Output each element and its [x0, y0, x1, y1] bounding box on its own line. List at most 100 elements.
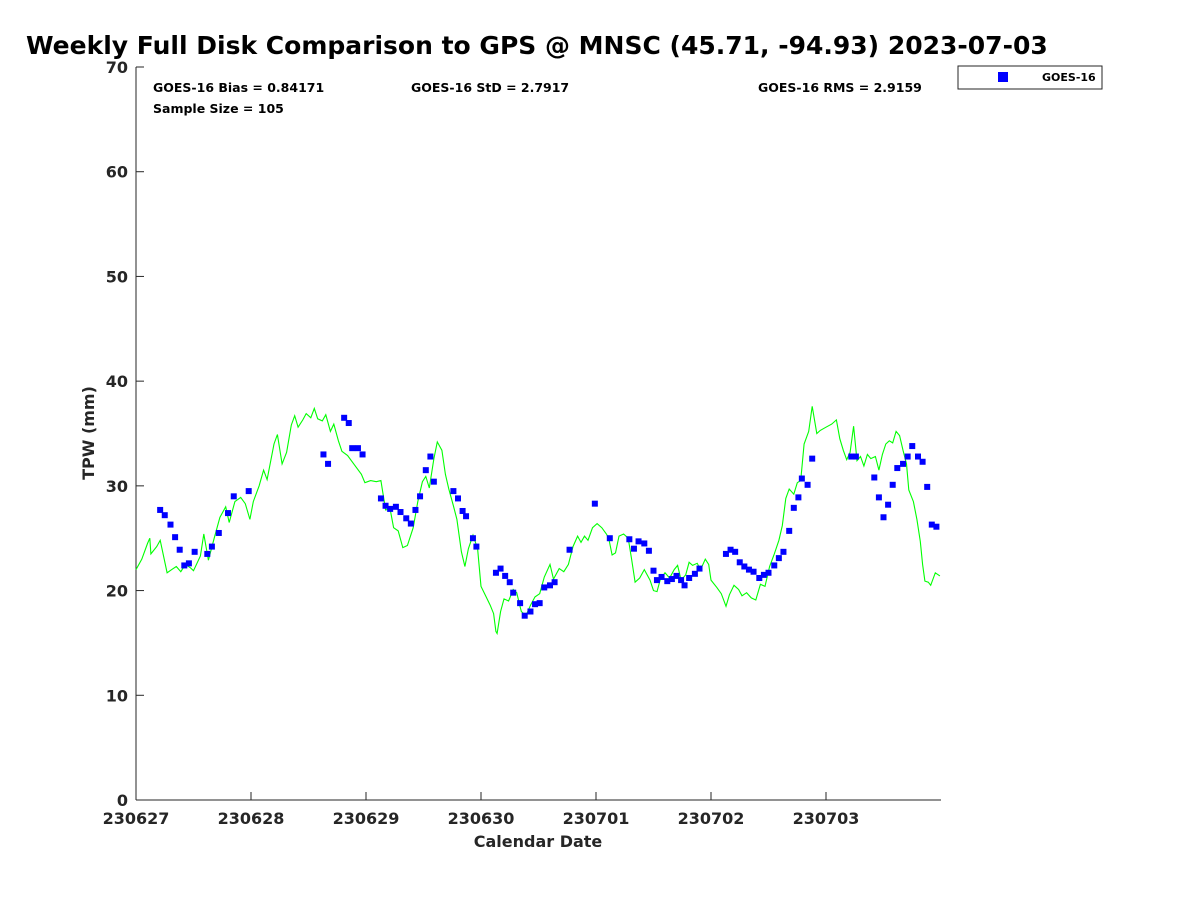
chart-title: Weekly Full Disk Comparison to GPS @ MNS… — [26, 31, 1048, 60]
goes16-point — [341, 414, 348, 421]
goes16-point — [780, 548, 787, 555]
goes16-point — [919, 458, 926, 465]
goes16-point — [875, 494, 882, 501]
goes16-point — [377, 495, 384, 502]
goes16-point — [900, 460, 907, 467]
goes16-point — [727, 546, 734, 553]
stat-sample-size: Sample Size = 105 — [153, 101, 284, 116]
goes16-point — [181, 562, 188, 569]
x-tick-label: 230630 — [448, 809, 515, 828]
goes16-point — [517, 600, 524, 607]
goes16-point — [407, 520, 414, 527]
goes16-point — [551, 579, 558, 586]
goes16-point — [527, 608, 534, 615]
goes16-point — [904, 453, 911, 460]
goes16-point — [387, 505, 394, 512]
goes16-point — [736, 559, 743, 566]
goes16-point — [566, 546, 573, 553]
y-tick-label: 40 — [106, 372, 128, 391]
goes16-point — [473, 543, 480, 550]
goes16-point — [645, 547, 652, 554]
goes16-point — [208, 543, 215, 550]
goes16-point — [510, 589, 517, 596]
x-ticks: 230627 230628 230629 230630 230701 230702 2307… — [103, 792, 860, 828]
goes16-point — [359, 451, 366, 458]
goes16-point — [397, 509, 404, 516]
goes16-point — [502, 572, 509, 579]
goes16-point — [455, 495, 461, 502]
goes16-point — [167, 521, 174, 528]
goes16-point — [871, 474, 878, 481]
goes16-point — [176, 546, 183, 553]
x-tick-label: 230702 — [678, 809, 745, 828]
goes16-point — [889, 481, 896, 488]
goes16-point — [641, 540, 648, 547]
goes16-point — [161, 512, 168, 519]
goes16-point — [225, 510, 231, 517]
goes16-point — [422, 467, 429, 474]
stat-bias: GOES-16 Bias = 0.84171 — [153, 80, 324, 95]
goes16-point — [382, 502, 389, 509]
goes16-point — [650, 567, 657, 574]
goes16-point — [157, 506, 164, 513]
goes16-point — [417, 493, 424, 500]
goes16-point — [412, 506, 419, 513]
legend-marker-goes16 — [998, 72, 1008, 82]
goes16-point — [765, 569, 772, 576]
goes16-point — [215, 529, 222, 536]
goes16-point — [547, 582, 553, 589]
goes16-point — [245, 488, 252, 495]
x-tick-label: 230703 — [793, 809, 860, 828]
goes16-point — [204, 550, 211, 557]
y-tick-label: 10 — [106, 686, 128, 705]
x-tick-label: 230628 — [218, 809, 285, 828]
goes16-point — [392, 503, 399, 510]
legend-label-goes16: GOES-16 — [1042, 71, 1096, 84]
goes16-point — [795, 494, 802, 501]
stat-rms: GOES-16 RMS = 2.9159 — [758, 80, 922, 95]
goes16-point — [653, 577, 660, 584]
gps-series-line — [135, 406, 941, 636]
goes16-point — [427, 453, 434, 460]
goes16-point — [745, 566, 752, 573]
x-tick-label: 230627 — [103, 809, 170, 828]
goes16-point — [463, 513, 470, 520]
goes16-point — [626, 536, 633, 543]
y-ticks: 0 10 20 30 40 50 60 70 — [106, 58, 144, 810]
goes16-point — [668, 576, 675, 583]
goes16-point — [756, 575, 763, 582]
goes16-point — [771, 562, 778, 569]
goes16-point — [403, 515, 410, 522]
x-axis-label: Calendar Date — [474, 832, 603, 851]
goes16-point — [497, 565, 504, 572]
goes16-point — [681, 582, 688, 589]
goes16-point — [459, 507, 466, 514]
goes16-point — [894, 465, 901, 472]
goes16-point — [345, 420, 352, 427]
goes16-point — [172, 534, 179, 541]
x-tick-label: 230629 — [333, 809, 400, 828]
goes16-point — [880, 514, 887, 521]
goes16-point — [696, 565, 703, 572]
goes16-point — [630, 545, 637, 552]
goes16-point — [606, 535, 613, 542]
goes16-point — [450, 488, 457, 495]
goes16-point — [506, 579, 513, 586]
goes16-point — [741, 563, 748, 570]
goes16-point — [635, 538, 642, 545]
y-tick-label: 70 — [106, 58, 128, 77]
y-tick-label: 0 — [117, 791, 128, 810]
goes16-point — [591, 500, 598, 507]
x-tick-label: 230701 — [563, 809, 630, 828]
goes16-point — [191, 548, 198, 555]
goes16-point — [933, 523, 940, 530]
goes16-point — [885, 501, 892, 508]
legend-box — [957, 65, 1103, 90]
goes16-point — [325, 460, 332, 467]
goes16-point — [924, 483, 931, 490]
goes16-point — [320, 451, 327, 458]
goes16-point — [664, 578, 671, 585]
goes16-point — [691, 570, 698, 577]
y-tick-label: 60 — [106, 163, 128, 182]
